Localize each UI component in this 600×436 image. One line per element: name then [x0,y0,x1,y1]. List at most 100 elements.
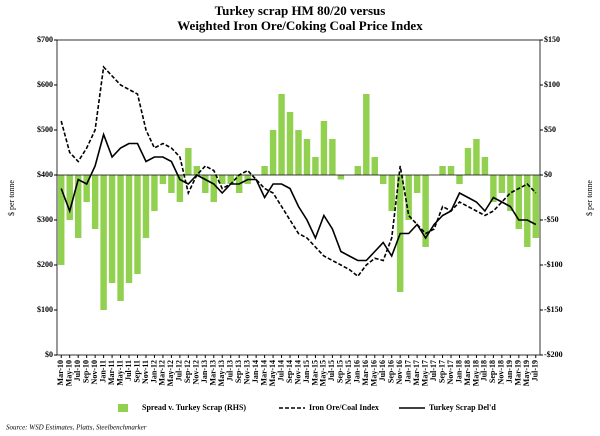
x-tick-label: Jul-19 [531,360,540,381]
y2-axis-label: $ per tonne [585,180,594,216]
bar [473,139,480,175]
bar [371,157,378,175]
x-tick-label: Jan-19 [505,360,514,383]
x-tick-label: Jul-16 [378,360,387,381]
bar [100,175,107,310]
bar [91,175,99,229]
bar [413,175,421,193]
x-tick-label: May-12 [166,360,175,386]
x-tick-label: Sep-18 [488,360,497,383]
bar [193,166,201,175]
bar [219,175,226,184]
bar [159,175,167,184]
x-tick-label: Mar-18 [463,360,472,385]
legend-swatch [118,404,128,412]
y2-tick-label: -$50 [544,215,559,224]
x-tick-label: Jan-12 [149,360,158,383]
x-tick-label: Nov-14 [293,360,302,384]
x-tick-label: May-18 [471,360,480,386]
y2-tick-label: $150 [544,35,560,44]
bar [388,175,395,211]
x-tick-label: May-13 [217,360,226,386]
y2-tick-label: -$100 [544,260,563,269]
x-tick-label: Sep-16 [387,360,396,383]
bar [464,148,472,175]
x-tick-label: Jul-13 [226,360,235,381]
x-tick-label: Mar-10 [56,360,65,385]
x-tick-label: May-14 [268,360,277,386]
bar [405,175,412,220]
legend-label: Spread v. Turkey Scrap (RHS) [142,403,246,412]
chart-subtitle: Weighted Iron Ore/Coking Coal Price Inde… [177,18,423,33]
x-tick-label: Jul-18 [480,360,489,381]
x-tick-label: Mar-13 [209,360,218,385]
x-tick-label: Sep-10 [81,360,90,383]
x-tick-label: Jul-11 [124,360,133,381]
y2-tick-label: -$150 [544,305,563,314]
bar [515,175,523,229]
bar [210,175,217,202]
y-tick-label: $300 [37,215,53,224]
bar [74,175,82,238]
bar [117,175,124,301]
bar [168,175,175,193]
x-tick-label: Mar-19 [514,360,523,385]
y-tick-label: $0 [45,350,53,359]
x-tick-label: Nov-12 [192,360,201,384]
x-tick-label: Mar-11 [107,360,116,385]
x-tick-label: Jul-10 [73,360,82,381]
x-tick-label: Nov-18 [497,360,506,384]
bar [134,175,141,274]
x-tick-label: May-15 [319,360,328,386]
x-tick-label: Nov-16 [395,360,404,384]
x-tick-label: Sep-17 [437,360,446,383]
x-tick-label: Jan-15 [302,360,311,383]
bar [151,175,158,211]
x-tick-label: Mar-14 [259,360,268,385]
bar [303,139,311,175]
bar [278,94,285,175]
legend-label: Iron Ore/Coal Index [309,403,379,412]
x-tick-label: Jul-15 [327,360,336,381]
x-tick-label: Jul-12 [175,360,184,381]
x-tick-label: Jan-16 [353,360,362,383]
x-tick-label: Sep-13 [234,360,243,383]
bar [142,175,150,238]
x-tick-label: Mar-15 [310,360,319,385]
y-tick-label: $400 [37,170,53,179]
bar [337,175,345,180]
x-tick-label: Jan-11 [98,360,107,383]
bar [422,175,429,247]
bar [532,175,539,238]
bar [524,175,531,247]
bar [439,166,446,175]
x-tick-label: Jul-17 [429,360,438,381]
bar [380,175,387,184]
bar [320,121,328,175]
x-tick-label: May-19 [522,360,531,386]
x-tick-label: Sep-15 [336,360,345,383]
x-tick-label: Jan-13 [200,360,209,383]
bar [490,175,497,202]
bar [125,175,133,283]
x-tick-label: Nov-17 [446,360,455,384]
y2-tick-label: $50 [544,125,556,134]
y2-tick-label: -$200 [544,350,563,359]
y-axis-label: $ per tonne [7,180,16,216]
y2-tick-label: $0 [544,170,552,179]
bar [295,130,302,175]
bar [363,94,370,175]
bar [58,175,65,265]
bar [176,175,184,202]
bar [354,166,362,175]
x-tick-label: Jan-14 [251,360,260,383]
bar [329,139,336,175]
x-tick-label: Nov-11 [141,360,150,384]
line [60,65,537,278]
source-note: Source: WSD Estimates, Platts, Steelbenc… [6,424,147,432]
bar [286,112,294,175]
bar [456,175,463,184]
bar [261,166,268,175]
bar [312,157,319,175]
x-tick-label: Mar-12 [158,360,167,385]
